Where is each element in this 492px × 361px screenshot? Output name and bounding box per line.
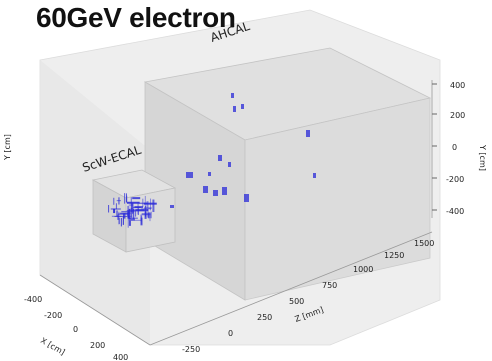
z-tick-label: 0 bbox=[228, 329, 233, 338]
z-tick-label: 1000 bbox=[353, 265, 373, 274]
z-tick-label: 500 bbox=[289, 297, 304, 306]
ecal-shower-hits bbox=[108, 193, 157, 228]
y-tick-label: 0 bbox=[452, 143, 457, 152]
ahcal-hit bbox=[306, 130, 310, 137]
ahcal-hit bbox=[233, 106, 236, 112]
ahcal-hit bbox=[313, 173, 316, 178]
x-tick-label: 200 bbox=[90, 341, 105, 350]
chart-title: 60GeV electron bbox=[36, 2, 236, 33]
ahcal-box bbox=[143, 47, 432, 301]
y-axis: 400 200 0 -200 -400 Y [cm] bbox=[431, 80, 487, 218]
ahcal-hit bbox=[213, 190, 218, 196]
ahcal-hit bbox=[222, 187, 227, 195]
z-tick-label: 250 bbox=[257, 313, 272, 322]
x-tick-label: -200 bbox=[44, 311, 62, 320]
ahcal-hit bbox=[186, 172, 193, 178]
z-tick-label: 1500 bbox=[414, 239, 434, 248]
ahcal-hit bbox=[231, 93, 234, 98]
ahcal-hit bbox=[203, 186, 208, 193]
ahcal-hit bbox=[241, 104, 244, 109]
ahcal-hit bbox=[208, 172, 211, 176]
z-tick-label: 1250 bbox=[384, 251, 404, 260]
y-axis-label: Y [cm] bbox=[478, 144, 487, 171]
ahcal-hit bbox=[218, 155, 222, 161]
y-tick-label: 400 bbox=[450, 81, 465, 90]
ahcal-hits bbox=[170, 93, 316, 208]
y-tick-label: 200 bbox=[450, 111, 465, 120]
ahcal-hit bbox=[228, 162, 231, 167]
x-tick-label: 400 bbox=[113, 353, 128, 361]
y-tick-label: -200 bbox=[446, 175, 464, 184]
y-axis-label-left: Y [cm] bbox=[3, 134, 12, 161]
y-tick-label: -400 bbox=[446, 207, 464, 216]
ecal-box bbox=[91, 169, 177, 253]
x-tick-label: 0 bbox=[73, 325, 78, 334]
ahcal-hit bbox=[244, 194, 249, 202]
z-tick-label: -250 bbox=[182, 345, 200, 354]
ahcal-hit bbox=[170, 205, 174, 208]
x-tick-label: -400 bbox=[24, 295, 42, 304]
z-tick-label: 750 bbox=[322, 281, 337, 290]
x-axis-label: X [cm] bbox=[39, 336, 66, 357]
